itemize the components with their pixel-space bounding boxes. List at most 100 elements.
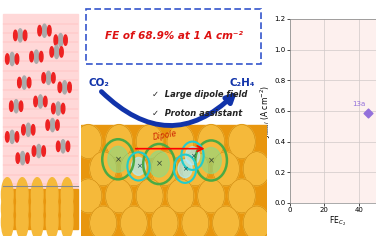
Circle shape <box>54 45 59 59</box>
Y-axis label: $J_{total}$ (A cm$^{-2}$): $J_{total}$ (A cm$^{-2}$) <box>258 84 273 138</box>
Circle shape <box>212 152 240 186</box>
Circle shape <box>61 205 73 236</box>
Circle shape <box>198 125 224 159</box>
Circle shape <box>75 179 102 213</box>
Circle shape <box>15 54 19 64</box>
Circle shape <box>66 141 70 152</box>
Bar <box>3 189 77 229</box>
Circle shape <box>42 24 47 37</box>
Circle shape <box>64 35 67 45</box>
Circle shape <box>47 25 51 36</box>
Circle shape <box>50 118 55 132</box>
Text: ×: × <box>156 160 162 169</box>
Circle shape <box>31 191 43 225</box>
Circle shape <box>56 141 60 152</box>
Circle shape <box>132 157 146 175</box>
Circle shape <box>151 152 178 186</box>
Circle shape <box>136 179 163 213</box>
Circle shape <box>229 179 255 213</box>
Circle shape <box>46 178 58 212</box>
Circle shape <box>17 191 28 225</box>
Circle shape <box>58 34 63 47</box>
Circle shape <box>61 103 65 114</box>
FancyArrowPatch shape <box>102 92 233 126</box>
Circle shape <box>17 178 28 212</box>
Circle shape <box>31 205 43 236</box>
Point <box>365 111 371 115</box>
Circle shape <box>6 54 9 64</box>
Circle shape <box>61 191 73 225</box>
Circle shape <box>62 81 67 94</box>
Circle shape <box>2 191 13 225</box>
Circle shape <box>61 140 65 153</box>
Circle shape <box>182 206 209 236</box>
Circle shape <box>42 73 45 83</box>
Circle shape <box>120 206 147 236</box>
Circle shape <box>229 125 255 159</box>
Circle shape <box>52 73 55 83</box>
Circle shape <box>38 95 43 108</box>
Circle shape <box>136 125 163 159</box>
Circle shape <box>198 179 224 213</box>
Circle shape <box>149 151 169 177</box>
Circle shape <box>108 146 128 172</box>
Text: ×: × <box>182 166 188 172</box>
Circle shape <box>2 205 13 236</box>
Circle shape <box>19 101 23 111</box>
Circle shape <box>75 125 102 159</box>
Circle shape <box>46 205 58 236</box>
Circle shape <box>106 125 132 159</box>
Circle shape <box>68 82 71 93</box>
Circle shape <box>15 132 19 142</box>
Circle shape <box>182 152 209 186</box>
Circle shape <box>120 152 147 186</box>
Circle shape <box>10 130 14 143</box>
X-axis label: FE$_{C_2}$: FE$_{C_2}$ <box>329 215 346 228</box>
Text: ✓  Large dipole field: ✓ Large dipole field <box>152 90 247 99</box>
Circle shape <box>178 160 192 178</box>
Circle shape <box>243 206 270 236</box>
Circle shape <box>52 103 55 114</box>
Circle shape <box>14 30 17 41</box>
Circle shape <box>14 100 18 113</box>
Text: ×: × <box>136 163 141 169</box>
Circle shape <box>167 125 194 159</box>
Circle shape <box>56 102 61 115</box>
Text: 13a: 13a <box>352 101 365 107</box>
Circle shape <box>36 144 41 158</box>
Circle shape <box>90 152 117 186</box>
Circle shape <box>2 178 13 212</box>
FancyBboxPatch shape <box>86 9 261 64</box>
Circle shape <box>30 51 33 62</box>
Circle shape <box>243 152 270 186</box>
Circle shape <box>58 82 62 93</box>
Circle shape <box>34 96 37 107</box>
Circle shape <box>10 52 14 66</box>
Circle shape <box>56 120 59 130</box>
Text: ×: × <box>208 156 215 165</box>
Circle shape <box>201 148 221 173</box>
Circle shape <box>50 47 53 57</box>
Circle shape <box>9 101 13 111</box>
Circle shape <box>42 146 45 156</box>
Circle shape <box>16 153 20 163</box>
Circle shape <box>212 206 240 236</box>
Circle shape <box>167 179 194 213</box>
Bar <box>3 14 77 189</box>
Circle shape <box>23 30 27 41</box>
Circle shape <box>26 123 30 136</box>
Circle shape <box>26 153 29 163</box>
Circle shape <box>31 178 43 212</box>
Circle shape <box>44 96 47 107</box>
Text: CO₂: CO₂ <box>88 78 109 88</box>
Circle shape <box>60 47 63 57</box>
Text: ×: × <box>190 153 196 159</box>
Circle shape <box>20 152 25 165</box>
Circle shape <box>31 125 35 135</box>
Circle shape <box>61 178 73 212</box>
Text: Dipole: Dipole <box>152 129 177 142</box>
Circle shape <box>18 29 23 42</box>
Circle shape <box>27 77 31 88</box>
Circle shape <box>17 205 28 236</box>
Text: C₂H₄: C₂H₄ <box>230 78 255 88</box>
